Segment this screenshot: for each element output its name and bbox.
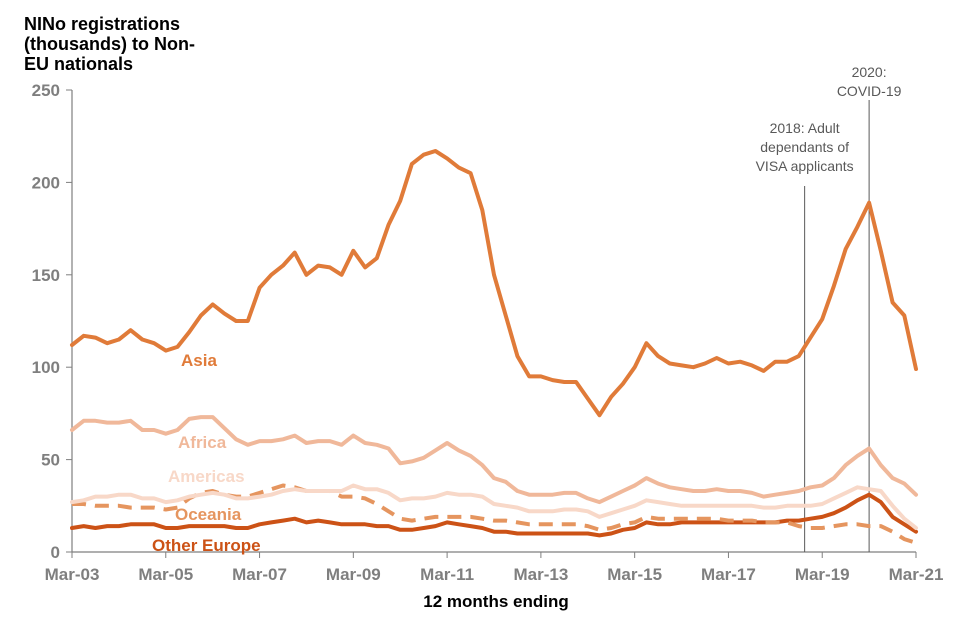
annotation-text: dependants of <box>760 139 849 155</box>
annotation-text: 2018: Adult <box>770 120 840 136</box>
x-tick-label: Mar-15 <box>607 565 662 584</box>
chart-title-line-2: (thousands) to Non- <box>24 34 195 54</box>
annotation-text: 2020: <box>852 64 887 80</box>
y-tick-label: 150 <box>32 266 60 285</box>
x-tick-label: Mar-03 <box>45 565 100 584</box>
annotation-text: VISA applicants <box>756 158 854 174</box>
series-line-africa <box>70 415 918 505</box>
series-labels: Asia Africa Americas Oceania Other Europe <box>152 351 261 555</box>
y-axis: 0 50 100 150 200 250 <box>32 81 73 562</box>
x-tick-label: Mar-13 <box>513 565 568 584</box>
series-label-americas: Americas <box>168 467 245 486</box>
y-tick-label: 100 <box>32 358 60 377</box>
y-tick-label: 50 <box>41 451 60 470</box>
x-axis-label: 12 months ending <box>423 592 568 611</box>
chart-title: NINo registrations (thousands) to Non- E… <box>24 14 195 74</box>
series-line-asia <box>70 149 918 418</box>
series-label-other-europe: Other Europe <box>152 536 261 555</box>
x-tick-label: Mar-05 <box>138 565 193 584</box>
y-tick-label: 0 <box>51 543 60 562</box>
x-tick-label: Mar-19 <box>795 565 850 584</box>
series-label-oceania: Oceania <box>175 505 242 524</box>
x-tick-label: Mar-11 <box>420 565 474 584</box>
series-label-asia: Asia <box>181 351 217 370</box>
y-tick-label: 250 <box>32 81 60 100</box>
annotation-text: COVID-19 <box>837 83 902 99</box>
x-tick-label: Mar-07 <box>232 565 287 584</box>
series-label-africa: Africa <box>178 433 227 452</box>
series-line-americas <box>70 483 918 530</box>
chart-title-line-1: NINo registrations <box>24 14 180 34</box>
chart-title-line-3: EU nationals <box>24 54 133 74</box>
annotations: 2018: Adult dependants of VISA applicants 2… <box>756 64 902 552</box>
series-lines <box>70 149 918 545</box>
y-tick-label: 200 <box>32 173 60 192</box>
x-axis: Mar-03 Mar-05 Mar-07 Mar-09 Mar-11 Mar-13 Mar-… <box>45 551 944 584</box>
x-tick-label: Mar-21 <box>889 565 944 584</box>
x-tick-label: Mar-09 <box>326 565 381 584</box>
x-tick-label: Mar-17 <box>701 565 756 584</box>
